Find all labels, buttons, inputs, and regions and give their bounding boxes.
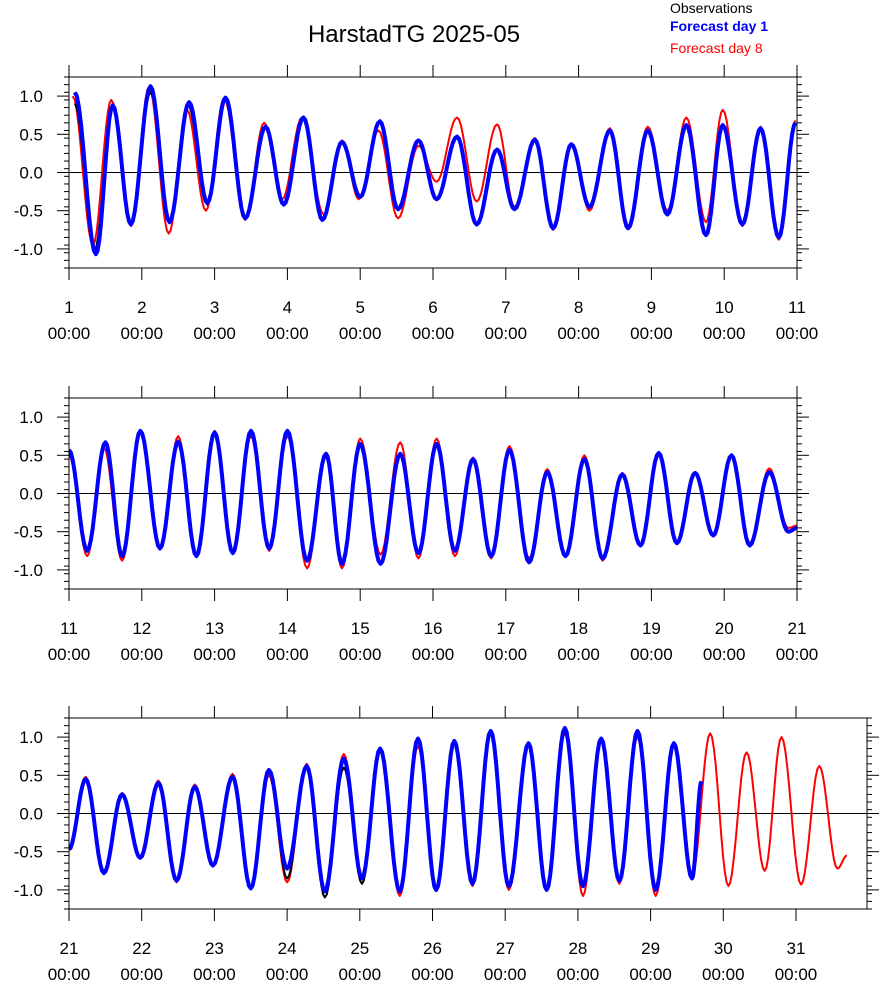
x-tick-label-time: 00:00	[557, 324, 600, 343]
x-tick-label-day: 16	[424, 619, 443, 638]
x-tick-label-time: 00:00	[629, 965, 672, 984]
x-tick-label-time: 00:00	[193, 324, 236, 343]
x-tick-label-day: 8	[574, 298, 583, 317]
y-tick-label: -0.5	[14, 202, 43, 221]
x-tick-label-day: 2	[137, 298, 146, 317]
y-tick-label: 0.5	[19, 766, 43, 785]
x-tick-label-time: 00:00	[48, 324, 91, 343]
x-tick-label-time: 00:00	[339, 965, 382, 984]
x-tick-label-time: 00:00	[630, 645, 673, 664]
x-tick-label-time: 00:00	[484, 965, 527, 984]
x-tick-label-time: 00:00	[121, 645, 164, 664]
x-tick-label-time: 00:00	[339, 324, 382, 343]
legend-entry-2: Forecast day 8	[670, 40, 763, 56]
x-tick-label-time: 00:00	[48, 965, 91, 984]
x-tick-label-time: 00:00	[776, 324, 819, 343]
x-tick-label-day: 6	[428, 298, 437, 317]
x-tick-label-time: 00:00	[412, 324, 455, 343]
x-tick-label-day: 28	[568, 939, 587, 958]
panel-1: -1.0 -0.5 0.0 0.5 1.0 1 00:00 2 00:00 3 00:00 4 00:0…	[14, 65, 819, 343]
panels: -1.0 -0.5 0.0 0.5 1.0 1 00:00 2 00:00 3 00:00 4 00:0…	[14, 65, 879, 984]
x-tick-label-time: 00:00	[702, 965, 745, 984]
x-tick-label-day: 26	[423, 939, 442, 958]
x-tick-label-day: 1	[64, 298, 73, 317]
x-tick-label-time: 00:00	[703, 645, 746, 664]
x-tick-label-time: 00:00	[266, 965, 309, 984]
y-tick-label: 0.0	[19, 485, 43, 504]
x-tick-label-day: 9	[647, 298, 656, 317]
x-tick-label-time: 00:00	[266, 324, 309, 343]
panel-2: -1.0 -0.5 0.0 0.5 1.0 11 00:00 12 00:00 13 00:00 14…	[14, 386, 819, 664]
y-tick-label: 0.0	[19, 805, 43, 824]
x-tick-label-day: 25	[350, 939, 369, 958]
x-tick-label-time: 00:00	[485, 324, 528, 343]
x-tick-label-time: 00:00	[48, 645, 91, 664]
y-tick-label: 0.5	[19, 446, 43, 465]
x-tick-label-day: 31	[787, 939, 806, 958]
legend: Observations Forecast day 1 Forecast day 8	[670, 0, 768, 56]
x-tick-label-time: 00:00	[266, 645, 309, 664]
y-tick-label: -1.0	[14, 561, 43, 580]
series-forecast-day-1	[69, 428, 797, 566]
x-tick-label-day: 19	[642, 619, 661, 638]
x-tick-label-time: 00:00	[120, 965, 163, 984]
y-tick-label: -0.5	[14, 843, 43, 862]
y-tick-label: 1.0	[19, 728, 43, 747]
x-tick-label-day: 11	[788, 298, 806, 317]
x-tick-label-day: 18	[569, 619, 588, 638]
x-tick-label-day: 30	[714, 939, 733, 958]
legend-entry-1: Forecast day 1	[670, 18, 768, 34]
x-tick-label-time: 00:00	[557, 645, 600, 664]
y-tick-label: 0.0	[19, 164, 43, 183]
chart-title: HarstadTG 2025-05	[308, 21, 520, 48]
y-tick-label: 1.0	[19, 408, 43, 427]
x-tick-label-time: 00:00	[485, 645, 528, 664]
x-tick-label-day: 4	[283, 298, 292, 317]
x-tick-label-time: 00:00	[703, 324, 746, 343]
series-forecast-day-1	[69, 725, 704, 894]
x-tick-label-day: 3	[210, 298, 219, 317]
x-tick-label-time: 00:00	[411, 965, 454, 984]
x-tick-label-day: 11	[60, 619, 78, 638]
x-tick-label-time: 00:00	[776, 645, 819, 664]
x-tick-label-day: 24	[278, 939, 297, 958]
y-tick-label: -1.0	[14, 240, 43, 259]
x-tick-label-day: 13	[205, 619, 224, 638]
x-tick-label-time: 00:00	[775, 965, 818, 984]
y-tick-label: 0.5	[19, 125, 43, 144]
x-tick-label-time: 00:00	[339, 645, 382, 664]
x-tick-label-time: 00:00	[193, 645, 236, 664]
y-tick-label: -1.0	[14, 881, 43, 900]
x-tick-label-time: 00:00	[630, 324, 673, 343]
x-tick-label-day: 15	[351, 619, 370, 638]
x-tick-label-time: 00:00	[121, 324, 164, 343]
x-tick-label-day: 12	[132, 619, 151, 638]
x-tick-label-day: 5	[355, 298, 364, 317]
x-tick-label-day: 14	[278, 619, 297, 638]
x-tick-label-day: 10	[715, 298, 734, 317]
legend-entry-0: Observations	[670, 0, 752, 16]
x-tick-label-day: 27	[496, 939, 515, 958]
x-tick-label-time: 00:00	[412, 645, 455, 664]
x-tick-label-day: 21	[60, 939, 79, 958]
series-forecast-day-1	[73, 84, 797, 257]
y-tick-label: 1.0	[19, 87, 43, 106]
series-forecast-day-8	[71, 85, 797, 247]
y-tick-label: -0.5	[14, 523, 43, 542]
x-tick-label-time: 00:00	[193, 965, 236, 984]
x-tick-label-day: 23	[205, 939, 224, 958]
panel-3: -1.0 -0.5 0.0 0.5 1.0 21 00:00 22 00:00 23 00:00 24…	[14, 706, 879, 984]
x-tick-label-day: 17	[496, 619, 515, 638]
x-tick-label-time: 00:00	[557, 965, 600, 984]
x-tick-label-day: 22	[132, 939, 151, 958]
x-tick-label-day: 7	[501, 298, 510, 317]
x-tick-label-day: 20	[715, 619, 734, 638]
x-tick-label-day: 21	[788, 619, 807, 638]
x-tick-label-day: 29	[641, 939, 660, 958]
